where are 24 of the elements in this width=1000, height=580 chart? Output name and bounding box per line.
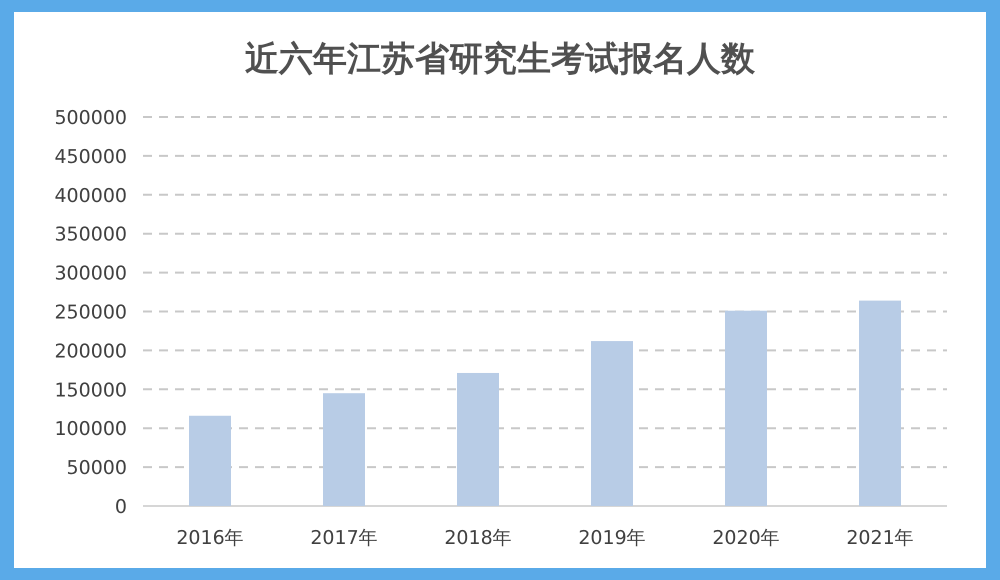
bar — [457, 372, 499, 506]
bar — [591, 341, 633, 506]
y-tick-label: 0 — [114, 496, 127, 518]
x-tick-label: 2016年 — [176, 527, 244, 549]
x-tick-label: 2018年 — [444, 527, 512, 549]
y-tick-label: 50000 — [66, 457, 127, 480]
bar — [323, 393, 365, 506]
bar — [189, 416, 231, 506]
bar — [725, 310, 767, 506]
y-tick-label: 300000 — [54, 262, 127, 285]
bar — [859, 300, 901, 506]
x-tick-label: 2019年 — [578, 527, 646, 549]
y-tick-label: 150000 — [54, 379, 127, 402]
x-tick-label: 2021年 — [846, 527, 914, 549]
y-tick-label: 200000 — [54, 340, 127, 362]
y-tick-label: 100000 — [54, 418, 127, 440]
y-tick-label: 450000 — [54, 146, 127, 168]
x-tick-label: 2020年 — [712, 527, 780, 549]
y-tick-label: 400000 — [54, 184, 127, 207]
y-tick-label: 350000 — [54, 224, 127, 246]
chart-title: 近六年江苏省研究生考试报名人数 — [245, 39, 756, 79]
y-tick-label: 250000 — [54, 302, 127, 324]
y-tick-label: 500000 — [54, 107, 127, 129]
x-tick-label: 2017年 — [310, 527, 378, 549]
